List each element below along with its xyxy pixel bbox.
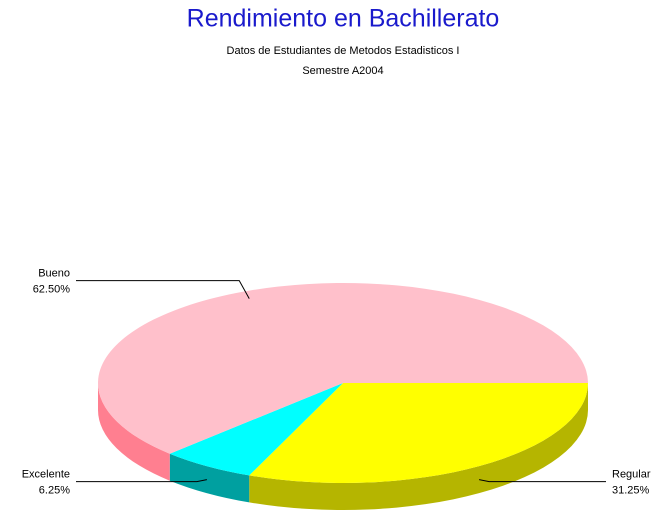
slice (249, 383, 588, 483)
slice-side (98, 383, 170, 481)
slice (97, 282, 589, 454)
slice-label: Excelente (22, 469, 70, 481)
chart-subtitle: Datos de Estudiantes de Metodos Estadist… (227, 45, 460, 57)
slice-value-label: 62.50% (33, 284, 71, 296)
slice-label: Bueno (38, 268, 70, 280)
slice-label: Regular (612, 469, 651, 481)
slice-value-label: 6.25% (39, 485, 70, 497)
slice-side (249, 383, 588, 510)
slice (169, 383, 343, 476)
slice-value-label: 31.25% (612, 485, 650, 497)
leader-line (76, 479, 207, 483)
slice-side (169, 453, 250, 503)
leader-line (479, 479, 606, 483)
chart-subtitle: Semestre A2004 (302, 65, 383, 77)
chart-title: Rendimiento en Bachillerato (187, 5, 500, 33)
leader-line (76, 280, 250, 299)
